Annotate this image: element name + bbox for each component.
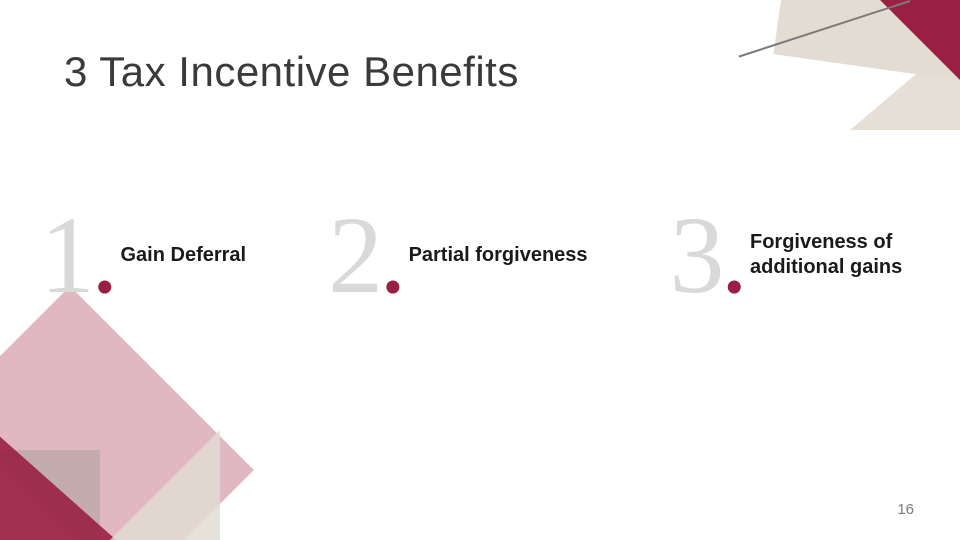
benefit-label: Gain Deferral xyxy=(121,243,247,268)
benefit-label: Forgiveness of additional gains xyxy=(750,230,930,280)
benefit-number-digit: 3 xyxy=(669,194,720,316)
benefit-number: 3. xyxy=(669,200,744,310)
benefit-number-digit: 1 xyxy=(40,194,91,316)
benefit-item-2: 2. Partial forgiveness xyxy=(328,200,587,310)
page-number: 16 xyxy=(897,501,914,518)
benefit-number-dot: . xyxy=(720,194,744,316)
benefits-row: 1. Gain Deferral 2. Partial forgiveness … xyxy=(40,200,930,310)
benefit-number-dot: . xyxy=(379,194,403,316)
benefit-number: 2. xyxy=(328,200,403,310)
benefit-label: Partial forgiveness xyxy=(409,243,588,268)
benefit-number-digit: 2 xyxy=(328,194,379,316)
benefit-number: 1. xyxy=(40,200,115,310)
benefit-item-3: 3. Forgiveness of additional gains xyxy=(669,200,930,310)
benefit-item-1: 1. Gain Deferral xyxy=(40,200,246,310)
decoration-bottom-left-beige xyxy=(100,430,220,540)
benefit-number-dot: . xyxy=(91,194,115,316)
slide-title: 3 Tax Incentive Benefits xyxy=(64,48,519,96)
decoration-top-right-accent xyxy=(870,0,960,80)
